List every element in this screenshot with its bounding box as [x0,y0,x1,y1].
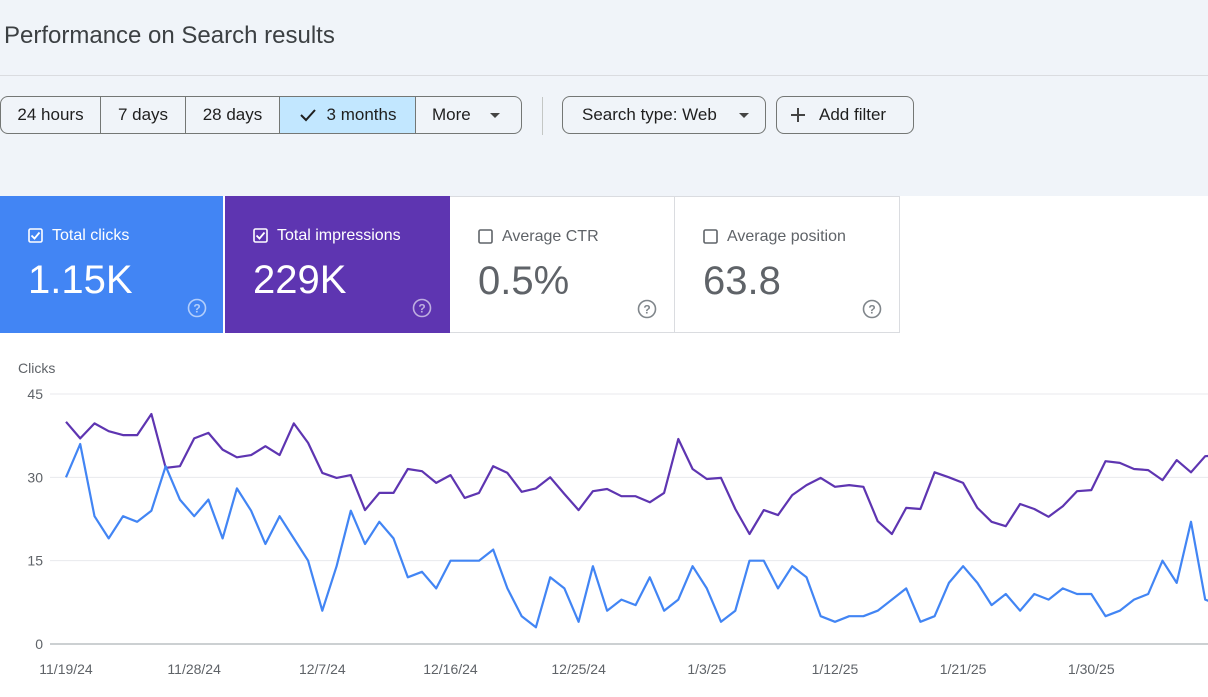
series-line [65,412,1208,536]
x-tick-label: 11/19/24 [39,661,93,677]
check-icon [299,109,316,122]
y-tick-label: 45 [27,386,43,402]
metric-label: Total impressions [277,227,401,244]
metric-label: Average CTR [502,228,599,245]
metric-value: 63.8 [703,259,781,303]
add-filter-label: Add filter [819,105,887,124]
date-filter-label: 24 hours [17,105,84,124]
checkbox[interactable] [253,228,268,243]
x-tick-label: 12/7/24 [299,661,346,677]
date-filter-chip[interactable]: 3 months [279,96,416,134]
date-filter-chip[interactable]: 28 days [185,96,280,134]
metric-value: 0.5% [478,259,570,303]
search-type-label: Search type: Web [582,105,717,124]
plus-icon [791,108,805,122]
page-title: Performance on Search results [4,22,335,49]
toolbar-area: Performance on Search results 24 hours 7 … [0,0,1208,196]
x-tick-label: 1/30/25 [1068,661,1115,677]
metric-label: Total clicks [52,227,130,244]
search-type-button[interactable]: Search type: Web [562,96,766,134]
metric-value: 229K [253,258,347,302]
svg-text:?: ? [193,302,200,316]
y-tick-label: 0 [35,636,43,652]
help-icon[interactable]: ? [412,298,432,318]
date-filter-chip[interactable]: 7 days [100,96,186,134]
date-filter-label: 7 days [117,105,169,124]
checkbox[interactable] [703,229,718,244]
y-axis-label: Clicks [18,360,55,376]
svg-text:?: ? [643,303,650,317]
checkbox[interactable] [478,229,493,244]
add-filter-button[interactable]: Add filter [776,96,914,134]
x-tick-label: 1/21/25 [940,661,987,677]
x-tick-label: 1/12/25 [812,661,859,677]
x-tick-label: 11/28/24 [167,661,221,677]
x-tick-label: 12/25/24 [551,661,606,677]
help-icon[interactable]: ? [637,299,657,319]
date-filter-chip[interactable]: More [415,96,522,134]
x-tick-label: 12/16/24 [423,661,478,677]
dropdown-arrow [490,113,500,118]
svg-text:?: ? [418,302,425,316]
divider [0,75,1208,76]
checkbox[interactable] [28,228,43,243]
metric-card[interactable]: Average position 63.8? [675,196,900,333]
series-line [64,442,1208,629]
date-filter-chip[interactable]: 24 hours [0,96,101,134]
metric-label: Average position [727,228,846,245]
chart: Clicks 0 15 30 45 11/19/24 11/28/24 12/7/24 12/… [18,360,1208,677]
metric-card[interactable]: Total clicks 1.15K? [0,196,223,333]
y-tick-label: 15 [27,553,43,569]
date-filter-label: 3 months [326,105,397,124]
date-filter-label: More [432,105,471,124]
divider [542,97,543,135]
date-filter-label: 28 days [202,105,263,124]
dropdown-arrow [739,113,749,118]
help-icon[interactable]: ? [862,299,882,319]
metric-value: 1.15K [28,258,133,302]
svg-text:?: ? [868,303,875,317]
y-tick-label: 30 [27,469,43,485]
metric-card[interactable]: Average CTR 0.5%? [450,196,675,333]
help-icon[interactable]: ? [187,298,207,318]
x-tick-label: 1/3/25 [687,661,726,677]
metric-card[interactable]: Total impressions 229K? [225,196,450,333]
